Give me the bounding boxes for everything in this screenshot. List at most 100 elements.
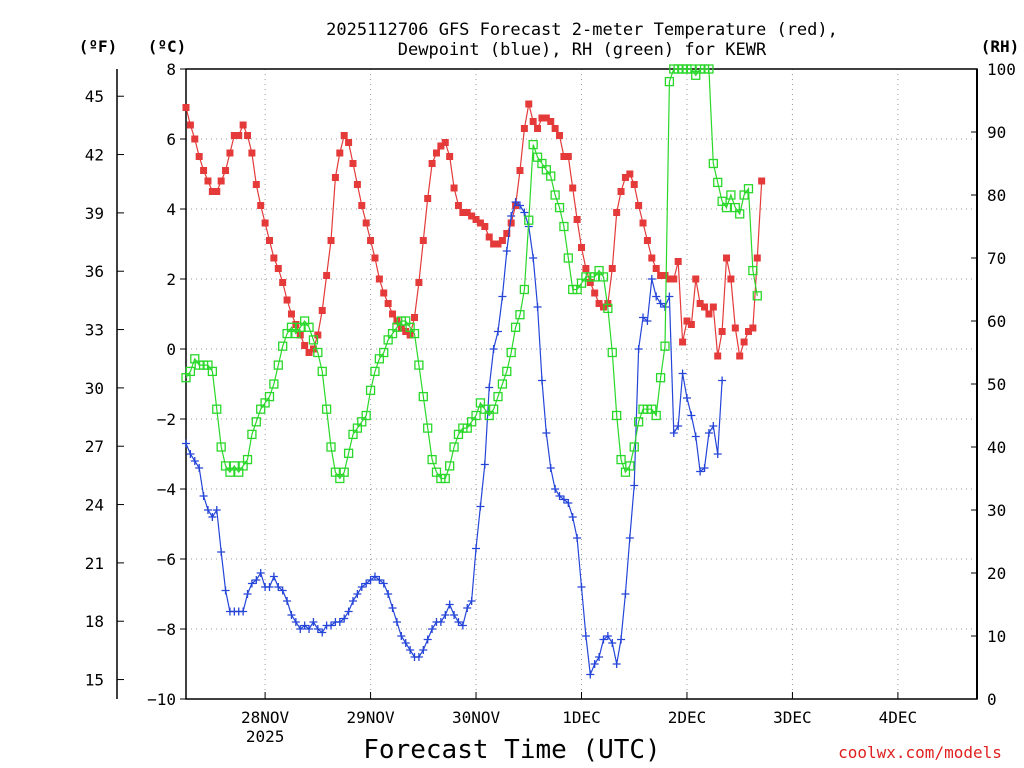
temperature-point [270, 254, 278, 262]
dewpoint-point [489, 345, 498, 353]
rh-point [633, 417, 644, 427]
rh-axis-unit: (RH) [981, 37, 1020, 56]
rh-tick-label: 20 [987, 564, 1006, 583]
dewpoint-point [353, 590, 362, 598]
temperature-point [441, 139, 449, 146]
rh-point [251, 417, 261, 427]
temperature-point [459, 209, 467, 216]
rh-point [418, 391, 428, 402]
dewpoint-point [291, 618, 300, 626]
temperature-point [301, 342, 309, 349]
dewpoint-point [696, 467, 705, 476]
dewpoint-point [639, 313, 648, 322]
dewpoint-point [212, 506, 221, 514]
temperature-point [265, 237, 273, 244]
temperature-point [472, 216, 480, 223]
rh-point [269, 379, 279, 389]
dewpoint-point [454, 618, 463, 626]
temperature-point [687, 321, 695, 328]
dewpoint-point [555, 492, 564, 500]
dewpoint-point [379, 579, 388, 588]
dewpoint-point [239, 607, 248, 616]
fahrenheit-tick-label: 15 [85, 671, 104, 690]
celsius-axis-unit: (ºC) [148, 37, 187, 56]
temperature-point [327, 237, 335, 244]
dewpoint-point [458, 621, 467, 630]
temperature-point [564, 153, 572, 160]
rh-point [664, 76, 675, 87]
dewpoint-point [498, 292, 507, 301]
temperature-point [542, 114, 550, 122]
dewpoint-point [577, 583, 586, 591]
dewpoint-point [419, 646, 428, 654]
temperature-point [384, 300, 392, 307]
rh-point [519, 284, 530, 295]
temperature-point [389, 310, 397, 318]
rh-point [414, 360, 424, 370]
temperature-point [683, 317, 691, 325]
temperature-point [731, 324, 739, 332]
temperature-point [696, 300, 704, 307]
temperature-point [709, 303, 717, 311]
series-line [185, 103, 763, 357]
temperature-point [279, 279, 287, 286]
temperature-point [450, 184, 458, 192]
rh-point [563, 253, 573, 263]
rh-point [379, 347, 389, 358]
temperature-point [507, 219, 515, 227]
rh-point [365, 385, 376, 395]
dewpoint-point [537, 376, 546, 385]
rh-point [264, 391, 275, 402]
dewpoint-point [630, 481, 639, 490]
temperature-point [560, 153, 568, 160]
rh-point [445, 461, 455, 471]
temperature-point [643, 237, 651, 244]
dewpoint-point [472, 544, 481, 553]
dewpoint-point [603, 632, 612, 640]
temperature-point [617, 188, 625, 195]
temperature-point [345, 139, 353, 146]
dewpoint-point [445, 600, 454, 609]
rh-point [598, 272, 609, 282]
temperature-point [349, 160, 357, 167]
temperature-point [358, 202, 366, 209]
temperature-point [375, 275, 383, 283]
temperature-point [468, 212, 476, 220]
dewpoint-point [665, 292, 674, 301]
temperature-point [331, 174, 339, 181]
series-line [185, 68, 758, 480]
rh-point [550, 190, 560, 200]
dewpoint-point [533, 303, 542, 311]
temperature-point [740, 338, 748, 346]
temperature-point [718, 328, 726, 335]
dewpoint-point [656, 299, 665, 308]
celsius-tick-label: −2 [157, 410, 176, 429]
fahrenheit-tick-label: 30 [85, 379, 104, 398]
dewpoint-point [208, 513, 217, 521]
temperature-point [213, 188, 221, 195]
temperature-point [551, 125, 559, 132]
dewpoint-point [581, 632, 590, 640]
temperature-point [670, 275, 678, 283]
dewpoint-point [327, 621, 336, 630]
dewpoint-point [243, 590, 252, 598]
dewpoint-point [621, 590, 630, 598]
dewpoint-point [199, 492, 208, 500]
temperature-point [744, 328, 752, 335]
dewpoint-point [652, 292, 661, 301]
chart-title-line-2: Dewpoint (blue), RH (green) for KEWR [398, 40, 767, 60]
temperature-point [749, 324, 757, 332]
rh-point [721, 202, 732, 213]
temperature-point [446, 153, 454, 160]
temperature-point [652, 265, 660, 272]
temperature-point [525, 100, 533, 108]
x-tick-label: 4DEC [879, 708, 918, 727]
fahrenheit-tick-label: 36 [85, 262, 104, 281]
temperature-point [252, 181, 260, 188]
celsius-tick-label: 0 [166, 340, 176, 359]
credit-text[interactable]: coolwx.com/models [838, 743, 1002, 762]
temperature-point [274, 265, 282, 272]
dewpoint-point [709, 422, 718, 430]
series-plus [182, 198, 727, 679]
fahrenheit-tick-label: 18 [85, 612, 104, 631]
